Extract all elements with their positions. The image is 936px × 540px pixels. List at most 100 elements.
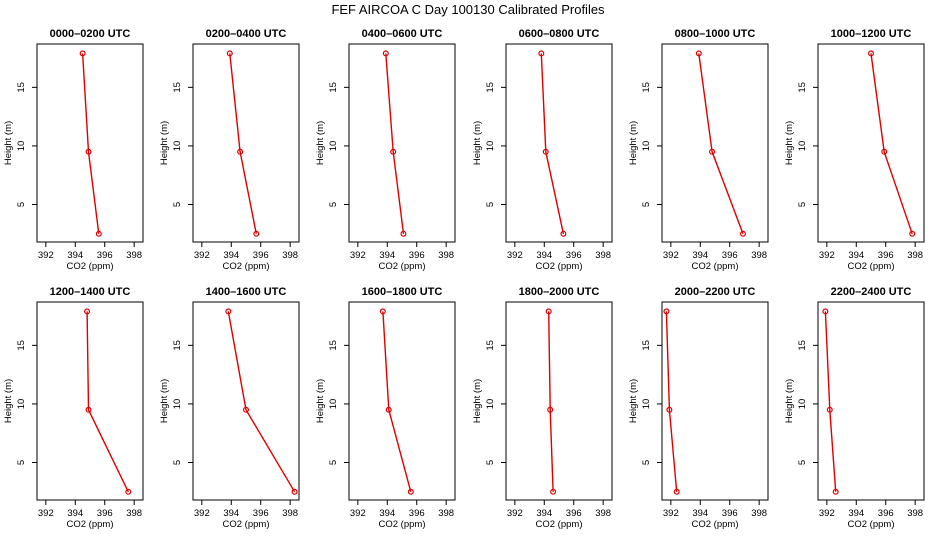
y-axis-label: Height (m)	[784, 121, 795, 165]
data-point	[560, 230, 567, 237]
y-tick-label: 5	[641, 460, 652, 465]
plot-frame	[505, 301, 613, 501]
x-axis: 392 394 396 398	[194, 242, 298, 261]
y-tick-label: 10	[797, 141, 808, 152]
x-axis: 392 394 396 398	[350, 500, 454, 519]
y-tick-label: 5	[16, 202, 27, 207]
x-tick-label: 392	[663, 250, 679, 261]
x-tick-label: 396	[722, 250, 738, 261]
profile-line	[86, 311, 129, 493]
x-tick-label: 398	[751, 250, 767, 261]
y-tick-label: 5	[172, 202, 183, 207]
data-point	[95, 230, 102, 237]
x-tick-label: 392	[194, 250, 210, 261]
x-axis-label: CO2 (ppm)	[67, 519, 114, 530]
x-axis: 392 394 396 398	[663, 500, 767, 519]
x-tick-label: 398	[907, 508, 923, 519]
y-tick-label: 10	[16, 399, 27, 410]
x-tick-label: 392	[38, 508, 54, 519]
data-point	[382, 50, 389, 57]
x-tick-label: 392	[38, 250, 54, 261]
y-axis: 5 10 15	[641, 82, 662, 207]
x-tick-label: 392	[194, 508, 210, 519]
x-tick-label: 398	[438, 508, 454, 519]
x-tick-label: 394	[379, 508, 395, 519]
data-point	[79, 50, 86, 57]
y-tick-label: 10	[485, 141, 496, 152]
y-axis-label: Height (m)	[472, 379, 483, 423]
panel-title: 0800–1000 UTC	[675, 28, 756, 40]
panel-title: 1400–1600 UTC	[206, 286, 287, 298]
y-tick-label: 15	[328, 82, 339, 93]
x-tick-label: 398	[126, 250, 142, 261]
x-axis: 392 394 396 398	[38, 500, 142, 519]
x-axis-label: CO2 (ppm)	[379, 261, 426, 272]
panel-title: 0600–0800 UTC	[519, 28, 600, 40]
data-point	[237, 148, 244, 155]
data-point	[822, 308, 829, 315]
x-tick-label: 396	[878, 250, 894, 261]
y-tick-label: 15	[797, 340, 808, 351]
y-axis-label: Height (m)	[628, 379, 639, 423]
x-axis-label: CO2 (ppm)	[67, 261, 114, 272]
x-tick-label: 398	[282, 508, 298, 519]
panel-title: 1600–1800 UTC	[362, 286, 443, 298]
x-tick-label: 396	[409, 508, 425, 519]
x-tick-label: 398	[126, 508, 142, 519]
y-axis: 5 10 15	[172, 82, 193, 207]
x-axis: 392 394 396 398	[663, 242, 767, 261]
x-axis: 392 394 396 398	[194, 500, 298, 519]
x-axis-label: CO2 (ppm)	[536, 261, 583, 272]
y-axis-label: Height (m)	[628, 121, 639, 165]
data-point	[243, 406, 250, 413]
plot-frame	[661, 301, 769, 501]
x-tick-label: 396	[253, 250, 269, 261]
y-tick-label: 5	[16, 460, 27, 465]
plot-frame	[36, 301, 144, 501]
panel-9: 1600–1800 UTC 392 394 396 398 CO2 (ppm) 5 10 15 H…	[315, 286, 456, 530]
y-tick-label: 15	[641, 82, 652, 93]
y-axis: 5 10 15	[328, 340, 349, 465]
x-tick-label: 394	[692, 250, 708, 261]
y-axis-label: Height (m)	[315, 121, 326, 165]
y-axis: 5 10 15	[328, 82, 349, 207]
x-tick-label: 398	[595, 508, 611, 519]
data-point	[538, 50, 545, 57]
y-tick-label: 15	[797, 82, 808, 93]
y-tick-label: 15	[328, 340, 339, 351]
x-axis-label: CO2 (ppm)	[223, 519, 270, 530]
profile-line	[548, 311, 554, 492]
data-point	[225, 308, 232, 315]
profile-line	[385, 53, 405, 234]
x-tick-label: 396	[566, 508, 582, 519]
data-point	[84, 308, 91, 315]
profile-line	[870, 53, 913, 235]
x-tick-label: 398	[595, 250, 611, 261]
y-tick-label: 10	[641, 399, 652, 410]
x-tick-label: 398	[907, 250, 923, 261]
x-axis-label: CO2 (ppm)	[692, 519, 739, 530]
x-tick-label: 394	[67, 250, 83, 261]
x-tick-label: 392	[819, 250, 835, 261]
x-axis: 392 394 396 398	[350, 242, 454, 261]
data-point	[400, 230, 407, 237]
x-axis: 392 394 396 398	[819, 242, 923, 261]
data-point	[673, 488, 680, 495]
data-point	[881, 148, 888, 155]
x-tick-label: 392	[819, 508, 835, 519]
y-axis: 5 10 15	[797, 340, 818, 465]
y-tick-label: 5	[641, 202, 652, 207]
y-axis: 5 10 15	[641, 340, 662, 465]
panel-title: 1800–2000 UTC	[519, 286, 600, 298]
data-point	[125, 488, 132, 495]
y-tick-label: 5	[485, 460, 496, 465]
data-point	[390, 148, 397, 155]
y-axis-label: Height (m)	[159, 121, 170, 165]
plot-frame	[661, 43, 769, 243]
x-tick-label: 394	[536, 508, 552, 519]
x-tick-label: 398	[282, 250, 298, 261]
profile-line	[227, 311, 296, 493]
x-tick-label: 394	[536, 250, 552, 261]
x-axis: 392 394 396 398	[819, 500, 923, 519]
